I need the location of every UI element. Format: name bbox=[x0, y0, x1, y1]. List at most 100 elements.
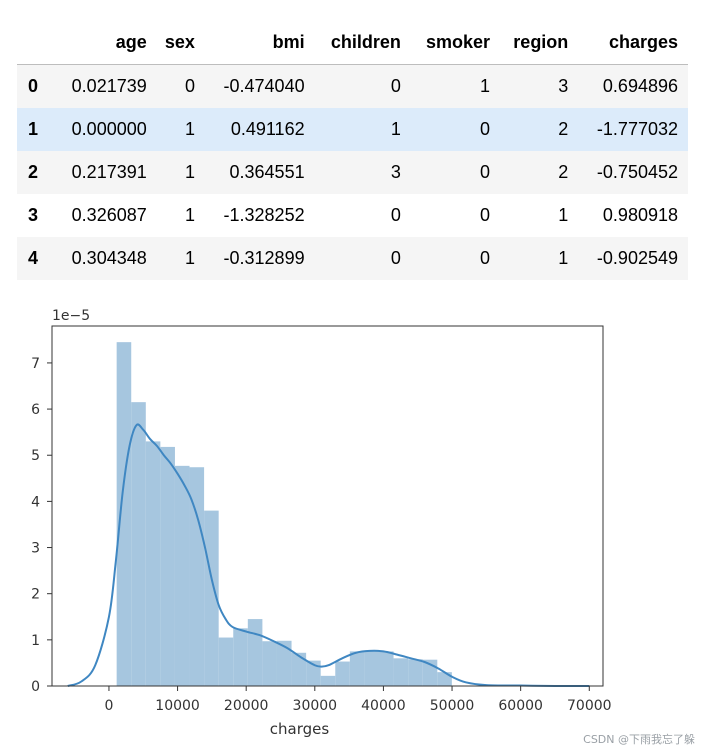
watermark: CSDN @下雨我忘了躲 bbox=[583, 733, 695, 746]
table-header-row: age sex bmi children smoker region charg… bbox=[17, 21, 688, 65]
table-cell: 1 bbox=[184, 205, 195, 225]
table-row: 0 0.021739 0 -0.474040 0 1 3 0.694896 bbox=[17, 64, 688, 108]
x-tick-label: 70000 bbox=[567, 698, 612, 714]
y-tick-label: 7 bbox=[31, 356, 40, 372]
row-index: 2 bbox=[28, 162, 39, 182]
table-cell: 1 bbox=[184, 248, 195, 268]
histogram-bar bbox=[262, 641, 277, 686]
y-tick-label: 2 bbox=[31, 587, 40, 603]
column-header: bmi bbox=[204, 21, 315, 65]
table-cell: -0.312899 bbox=[223, 248, 305, 268]
table-cell: 0 bbox=[184, 76, 195, 96]
table-cell: 1 bbox=[184, 162, 195, 182]
table-row: 4 0.304348 1 -0.312899 0 0 1 -0.902549 bbox=[17, 237, 688, 280]
y-axis: 0 1 2 3 4 5 6 7 bbox=[31, 356, 52, 695]
histogram-bar bbox=[276, 640, 292, 686]
table-cell: 0.326087 bbox=[71, 205, 147, 225]
x-tick-label: 50000 bbox=[430, 698, 475, 714]
histogram-bar bbox=[174, 465, 190, 686]
histogram-bar bbox=[131, 402, 146, 686]
table-cell: 0.694896 bbox=[602, 76, 678, 96]
x-axis-label: charges bbox=[270, 720, 330, 738]
y-tick-label: 4 bbox=[31, 494, 40, 510]
histogram-bar bbox=[378, 651, 394, 686]
table-cell: -0.750452 bbox=[596, 162, 678, 182]
histogram-bar bbox=[160, 446, 175, 686]
row-index: 4 bbox=[28, 248, 39, 268]
table-cell: 0.491162 bbox=[230, 119, 305, 139]
table-cell: 0 bbox=[480, 119, 491, 139]
table-cell: 0 bbox=[480, 248, 491, 268]
y-tick-label: 5 bbox=[31, 448, 40, 464]
column-header bbox=[17, 21, 55, 65]
x-tick-label: 0 bbox=[104, 698, 113, 714]
x-tick-label: 60000 bbox=[498, 698, 543, 714]
column-header: sex bbox=[156, 21, 205, 65]
table-cell: -1.328252 bbox=[223, 205, 305, 225]
table-cell: 1 bbox=[184, 119, 195, 139]
histogram-bar bbox=[218, 637, 234, 686]
table-row: 2 0.217391 1 0.364551 3 0 2 -0.750452 bbox=[17, 151, 688, 194]
x-axis: 0 10000 20000 30000 40000 50000 60000 70000 bbox=[104, 686, 612, 714]
table-cell: 0 bbox=[480, 205, 491, 225]
column-header: smoker bbox=[410, 21, 501, 65]
histogram-bar bbox=[233, 628, 248, 686]
column-header: children bbox=[314, 21, 411, 65]
table-cell: -0.474040 bbox=[223, 76, 305, 96]
x-tick-label: 30000 bbox=[293, 698, 338, 714]
table-cell: 2 bbox=[558, 119, 569, 139]
table-cell: 0 bbox=[480, 162, 491, 182]
table-cell: 0.304348 bbox=[71, 248, 147, 268]
y-tick-label: 0 bbox=[31, 679, 40, 695]
table-cell: 0.364551 bbox=[229, 162, 305, 182]
table-cell: 1 bbox=[480, 76, 491, 96]
charges-distribution-chart: 0 10000 20000 30000 40000 50000 60000 70000 0 1 2… bbox=[31, 308, 612, 738]
table-cell: 1 bbox=[558, 248, 569, 268]
table-cell: 3 bbox=[558, 76, 569, 96]
table-cell: 0.021739 bbox=[71, 76, 147, 96]
x-tick-label: 10000 bbox=[155, 698, 200, 714]
table-cell: -0.902549 bbox=[596, 248, 678, 268]
histogram-bars bbox=[116, 342, 452, 686]
histogram-bar bbox=[247, 619, 263, 686]
histogram-bar bbox=[116, 342, 132, 686]
y-tick-label: 6 bbox=[31, 402, 40, 418]
x-tick-label: 20000 bbox=[224, 698, 269, 714]
histogram-bar bbox=[291, 652, 307, 686]
histogram-bar bbox=[393, 658, 409, 686]
table-cell: 0.000000 bbox=[71, 119, 147, 139]
histogram-bar bbox=[335, 661, 350, 686]
kde-density-line bbox=[67, 423, 590, 688]
table-cell: 3 bbox=[390, 162, 401, 182]
histogram-bar bbox=[320, 675, 336, 686]
table-cell: 1 bbox=[390, 119, 401, 139]
table-row: 3 0.326087 1 -1.328252 0 0 1 0.980918 bbox=[17, 194, 688, 237]
table-cell: 0 bbox=[390, 248, 401, 268]
histogram-bar bbox=[189, 467, 205, 686]
table-cell: 0 bbox=[390, 76, 401, 96]
column-header: charges bbox=[578, 21, 688, 65]
histogram-bar bbox=[145, 441, 161, 686]
row-index: 3 bbox=[28, 205, 39, 225]
y-tick-label: 1 bbox=[31, 633, 40, 649]
table-cell: 0.980918 bbox=[602, 205, 678, 225]
table-cell: 0.217391 bbox=[71, 162, 147, 182]
row-index: 0 bbox=[28, 76, 39, 96]
y-tick-label: 3 bbox=[31, 541, 40, 557]
histogram-bar bbox=[408, 659, 423, 686]
x-tick-label: 40000 bbox=[361, 698, 406, 714]
histogram-bar bbox=[349, 651, 365, 686]
column-header: age bbox=[54, 21, 157, 65]
histogram-bar bbox=[364, 651, 379, 686]
histogram-bar bbox=[204, 510, 219, 686]
row-index: 1 bbox=[28, 119, 39, 139]
table-cell: 0 bbox=[390, 205, 401, 225]
table-cell: 1 bbox=[558, 205, 569, 225]
table-cell: -1.777032 bbox=[596, 119, 678, 139]
table-cell: 2 bbox=[558, 162, 569, 182]
dataframe-table: age sex bmi children smoker region charg… bbox=[17, 21, 688, 280]
table-row: 1 0.000000 1 0.491162 1 0 2 -1.777032 bbox=[17, 108, 688, 151]
y-offset-label: 1e−5 bbox=[52, 308, 90, 324]
plot-area-frame bbox=[51, 325, 604, 687]
histogram-bar bbox=[437, 672, 452, 686]
